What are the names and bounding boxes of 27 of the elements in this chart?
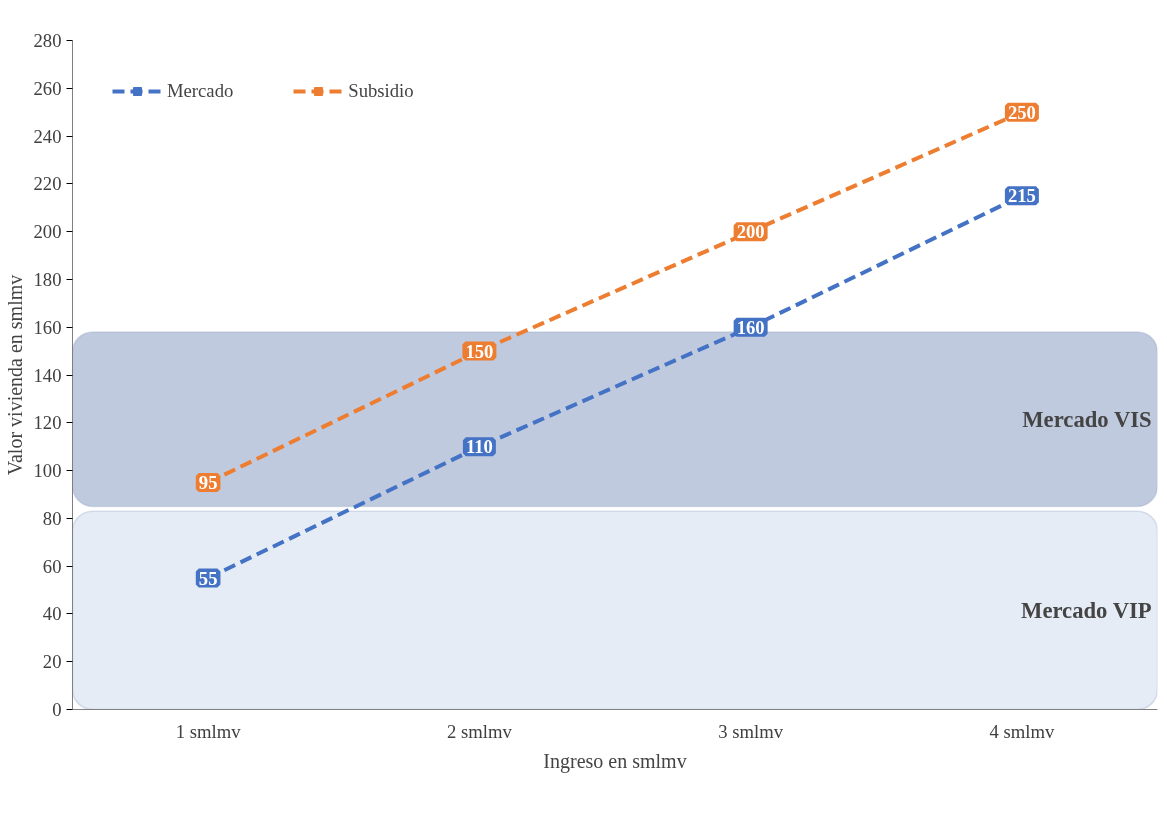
x-axis-title: Ingreso en smlmv [543,749,687,773]
y-tick-label: 100 [33,460,62,482]
data-label: 55 [198,567,218,589]
y-tick-label: 280 [33,30,62,51]
x-tick-label: 1 smlmv [175,720,242,742]
y-tick-label: 80 [42,507,62,529]
band-label: Mercado VIS [1022,406,1152,432]
data-label: 95 [198,472,218,494]
y-tick-label: 160 [33,316,62,338]
x-tick-label: 4 smlmv [989,720,1055,742]
x-tick-label: 2 smlmv [446,720,513,742]
y-tick-label: 20 [42,651,62,673]
x-tick-label: 3 smlmv [718,720,784,742]
y-axis-title: Valor vivienda en smlmv [3,274,26,476]
y-tick-label: 200 [33,221,62,243]
y-tick-label: 260 [33,77,62,99]
legend-label: Subsidio [348,80,414,102]
y-tick-label: 140 [33,364,62,386]
y-tick-label: 120 [33,412,62,434]
y-tick-label: 60 [42,555,62,577]
legend-label: Mercado [167,80,234,102]
y-tick-label: 220 [33,173,62,195]
y-tick-label: 0 [52,699,62,720]
y-tick-label: 180 [33,268,62,290]
band-label: Mercado VIP [1020,597,1152,623]
y-tick-label: 40 [42,603,62,625]
y-tick-label: 240 [33,125,62,147]
